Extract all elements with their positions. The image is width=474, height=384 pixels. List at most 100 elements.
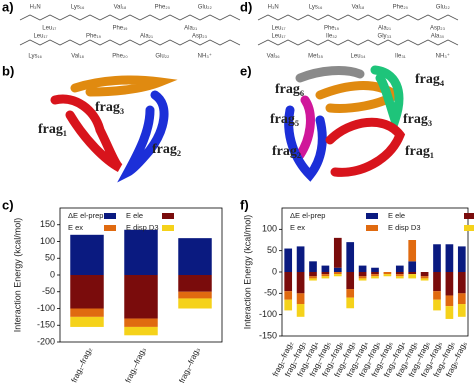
bar-segment xyxy=(395,276,404,279)
residue-label: Ile₃₁ xyxy=(395,54,406,60)
residue-label: NH₃⁺ xyxy=(198,53,212,60)
bar-segment xyxy=(309,276,317,279)
y-tick-label: 100 xyxy=(40,236,55,246)
bar-segment xyxy=(445,272,454,296)
legend-swatch xyxy=(366,213,378,219)
y-tick-label: -100 xyxy=(259,309,277,319)
bar-segment xyxy=(383,272,392,275)
ribbon-e xyxy=(284,65,406,182)
bar-segment xyxy=(296,304,305,317)
y-tick-label: -200 xyxy=(37,336,55,346)
panel-label: c) xyxy=(2,197,14,212)
residue-label: H₃N xyxy=(30,5,41,11)
fragment-label: frag₃ xyxy=(403,112,432,127)
residue-label: Phe₁₉ xyxy=(86,34,102,40)
bar-segment xyxy=(284,248,293,272)
x-tick-label: frag₁–frag₂ xyxy=(70,346,94,384)
residue-label: Phe₂₀ xyxy=(112,54,128,60)
panel-label: f) xyxy=(240,197,249,212)
bar-segment xyxy=(445,306,454,319)
bar-segment xyxy=(433,244,441,272)
residue-label: Lys₁₆ xyxy=(28,54,42,60)
bar-segment xyxy=(358,272,367,277)
residue-label: Leu₃₄ xyxy=(351,54,366,60)
residue-label: Ala₃₀ xyxy=(431,34,445,40)
legend-label: E disp D3 xyxy=(388,223,421,232)
bar-segment xyxy=(124,318,158,327)
x-tick-label: frag₁–frag₃ xyxy=(124,346,148,384)
y-tick-label: -150 xyxy=(37,320,55,330)
y-tick-label: -150 xyxy=(259,330,277,340)
bar-segment xyxy=(358,265,367,272)
ribbon xyxy=(284,105,327,182)
bar-segment xyxy=(309,278,317,281)
fragment-label: frag₂ xyxy=(272,144,301,159)
y-tick-label: 150 xyxy=(40,219,55,229)
residue-label: Ala₂₁ xyxy=(378,26,391,32)
bar-segment xyxy=(420,272,429,277)
bar-segment xyxy=(178,298,212,309)
bar-segment xyxy=(333,274,342,277)
bar-segment xyxy=(321,276,330,279)
bar-segment xyxy=(358,276,367,279)
bar-segment xyxy=(457,304,466,317)
legend-swatch xyxy=(464,213,474,219)
residue-label: Met₃₅ xyxy=(308,54,323,60)
bar-segment xyxy=(321,274,330,277)
bar-segment xyxy=(457,293,466,304)
bar-segment xyxy=(124,326,158,336)
fragment-label: frag₁ xyxy=(38,122,67,137)
residue-label: Val₁₈ xyxy=(114,5,127,11)
fragment-label: frag₆ xyxy=(275,82,304,97)
residue-label: Ala₂₁ xyxy=(140,34,153,40)
residue-label: Lys₁₆ xyxy=(309,5,323,11)
backbones xyxy=(19,14,459,46)
residue-label: Asp₂₃ xyxy=(192,34,208,40)
bar-segment xyxy=(178,275,212,292)
bar-segment xyxy=(296,272,305,294)
legend-swatch xyxy=(366,225,378,231)
bar-segment xyxy=(284,291,293,300)
bar-segment xyxy=(371,272,379,275)
bar-segment xyxy=(333,237,342,268)
residue-label: Leu₁₇ xyxy=(33,34,47,40)
legend-label: E ex xyxy=(68,223,83,232)
legend-swatch xyxy=(104,225,116,231)
bar-segment xyxy=(309,261,317,272)
bar-segment xyxy=(346,297,355,309)
legend-label: E disp D3 xyxy=(126,223,159,232)
legend-swatch xyxy=(162,213,174,219)
panel-label: b) xyxy=(2,63,14,78)
bar-segment xyxy=(395,265,404,272)
bar-segment xyxy=(284,272,293,292)
bar-segment xyxy=(420,276,429,279)
fragment-label: frag₂ xyxy=(152,142,181,157)
x-tick-label: frag₂–frag₃ xyxy=(177,346,201,384)
bar-segment xyxy=(178,291,212,299)
bar-segment xyxy=(371,274,379,277)
legend-label: E ex xyxy=(290,223,305,232)
bar-segment xyxy=(321,272,330,275)
residue-label: Phe₁₉ xyxy=(324,26,340,32)
residue-label: Glu₂₂ xyxy=(198,5,213,11)
bar-segment xyxy=(408,240,417,262)
fragment-label: frag₃ xyxy=(95,100,124,115)
residue-label: Leu₁₇ xyxy=(271,26,285,32)
bar-segment xyxy=(70,234,104,275)
legend-label: E ele xyxy=(388,211,405,220)
residue-label: Phe₂₀ xyxy=(393,5,409,11)
bar-segment xyxy=(124,275,158,319)
backbone xyxy=(19,39,241,46)
residue-label: Phe₂₀ xyxy=(155,5,171,11)
bar-segment xyxy=(309,272,317,277)
residue-label: Leu₁₇ xyxy=(42,26,56,32)
legend-swatch xyxy=(104,213,116,219)
residue-label: Val₁₈ xyxy=(71,54,84,60)
residue-label: H₃N xyxy=(268,5,279,11)
bar-segment xyxy=(284,299,293,311)
residue-label: Ala₂₁ xyxy=(184,26,197,32)
ribbon xyxy=(370,65,404,135)
bar-segment xyxy=(445,295,454,307)
ribbon xyxy=(325,117,406,177)
legend-label: E ele xyxy=(126,211,143,220)
